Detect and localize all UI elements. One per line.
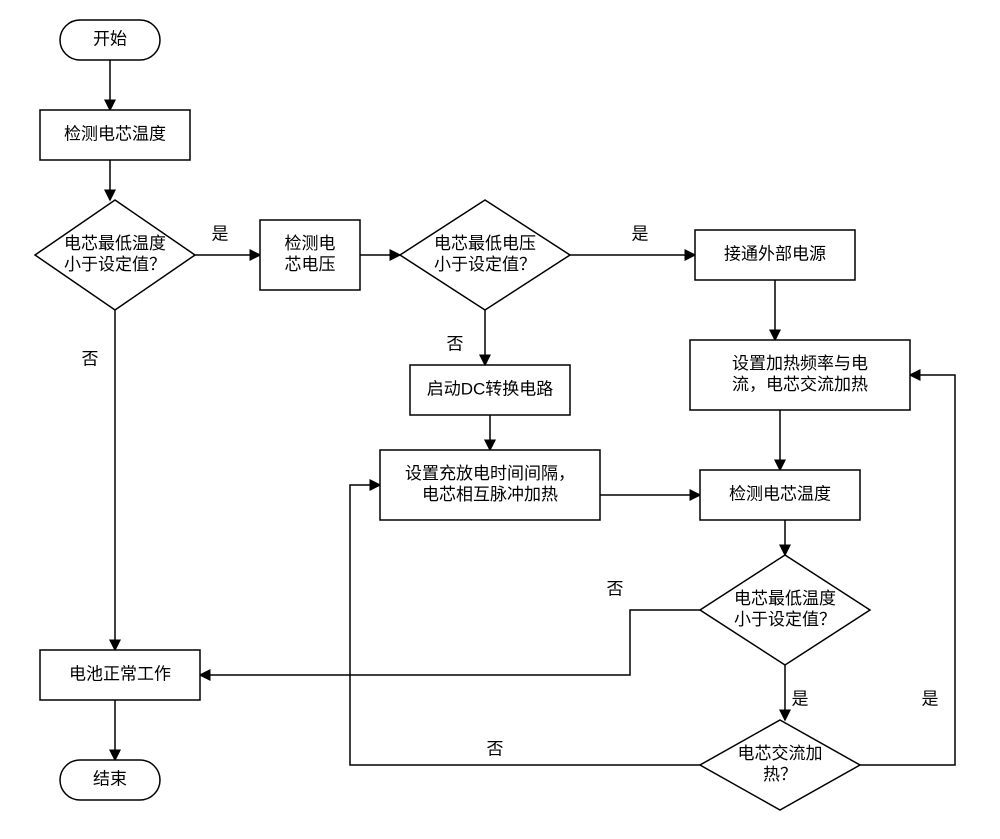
edge-label: 是 — [632, 224, 649, 243]
node-label: 小于设定值？ — [734, 610, 836, 629]
edge-label: 否 — [82, 349, 99, 368]
edge — [860, 375, 955, 765]
node-label: 电池正常工作 — [69, 664, 171, 683]
node-label: 电芯最低电压 — [434, 234, 536, 253]
node-label: 检测电芯温度 — [64, 124, 166, 143]
edge-label: 否 — [487, 739, 504, 758]
edge-label: 是 — [212, 224, 229, 243]
node-label: 设置充放电时间间隔， — [405, 464, 575, 483]
node-label: 电芯最低温度 — [734, 589, 836, 608]
node-label: 结束 — [93, 769, 127, 788]
node-label: 开始 — [93, 29, 127, 48]
edge — [350, 485, 700, 765]
edge-label: 否 — [607, 579, 624, 598]
node-label: 检测电芯温度 — [729, 484, 831, 503]
node-label: 接通外部电源 — [724, 244, 826, 263]
node-label: 小于设定值？ — [434, 255, 536, 274]
edge — [200, 610, 700, 675]
edge-label: 是 — [792, 689, 809, 708]
node-label: 芯电压 — [285, 255, 336, 274]
edge-label: 是 — [922, 689, 939, 708]
node-label: 流，电芯交流加热 — [732, 375, 868, 394]
node-label: 热？ — [763, 765, 797, 784]
node-label: 电芯交流加 — [738, 744, 823, 763]
edge-label: 否 — [447, 334, 464, 353]
node-label: 设置加热频率与电 — [732, 354, 868, 373]
flowchart: 是是否否否是是否开始检测电芯温度电芯最低温度小于设定值？检测电芯电压电芯最低电压… — [0, 0, 1000, 839]
node-label: 电芯最低温度 — [64, 234, 166, 253]
node-label: 电芯相互脉冲加热 — [422, 485, 558, 504]
node-label: 启动DC转换电路 — [427, 379, 554, 398]
node-label: 小于设定值？ — [64, 255, 166, 274]
node-label: 检测电 — [285, 234, 336, 253]
